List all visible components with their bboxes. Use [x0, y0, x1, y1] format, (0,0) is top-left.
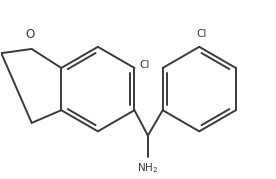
Text: Cl: Cl: [196, 29, 206, 39]
Text: Cl: Cl: [140, 60, 150, 70]
Text: O: O: [25, 28, 34, 41]
Text: NH$_2$: NH$_2$: [137, 161, 158, 175]
